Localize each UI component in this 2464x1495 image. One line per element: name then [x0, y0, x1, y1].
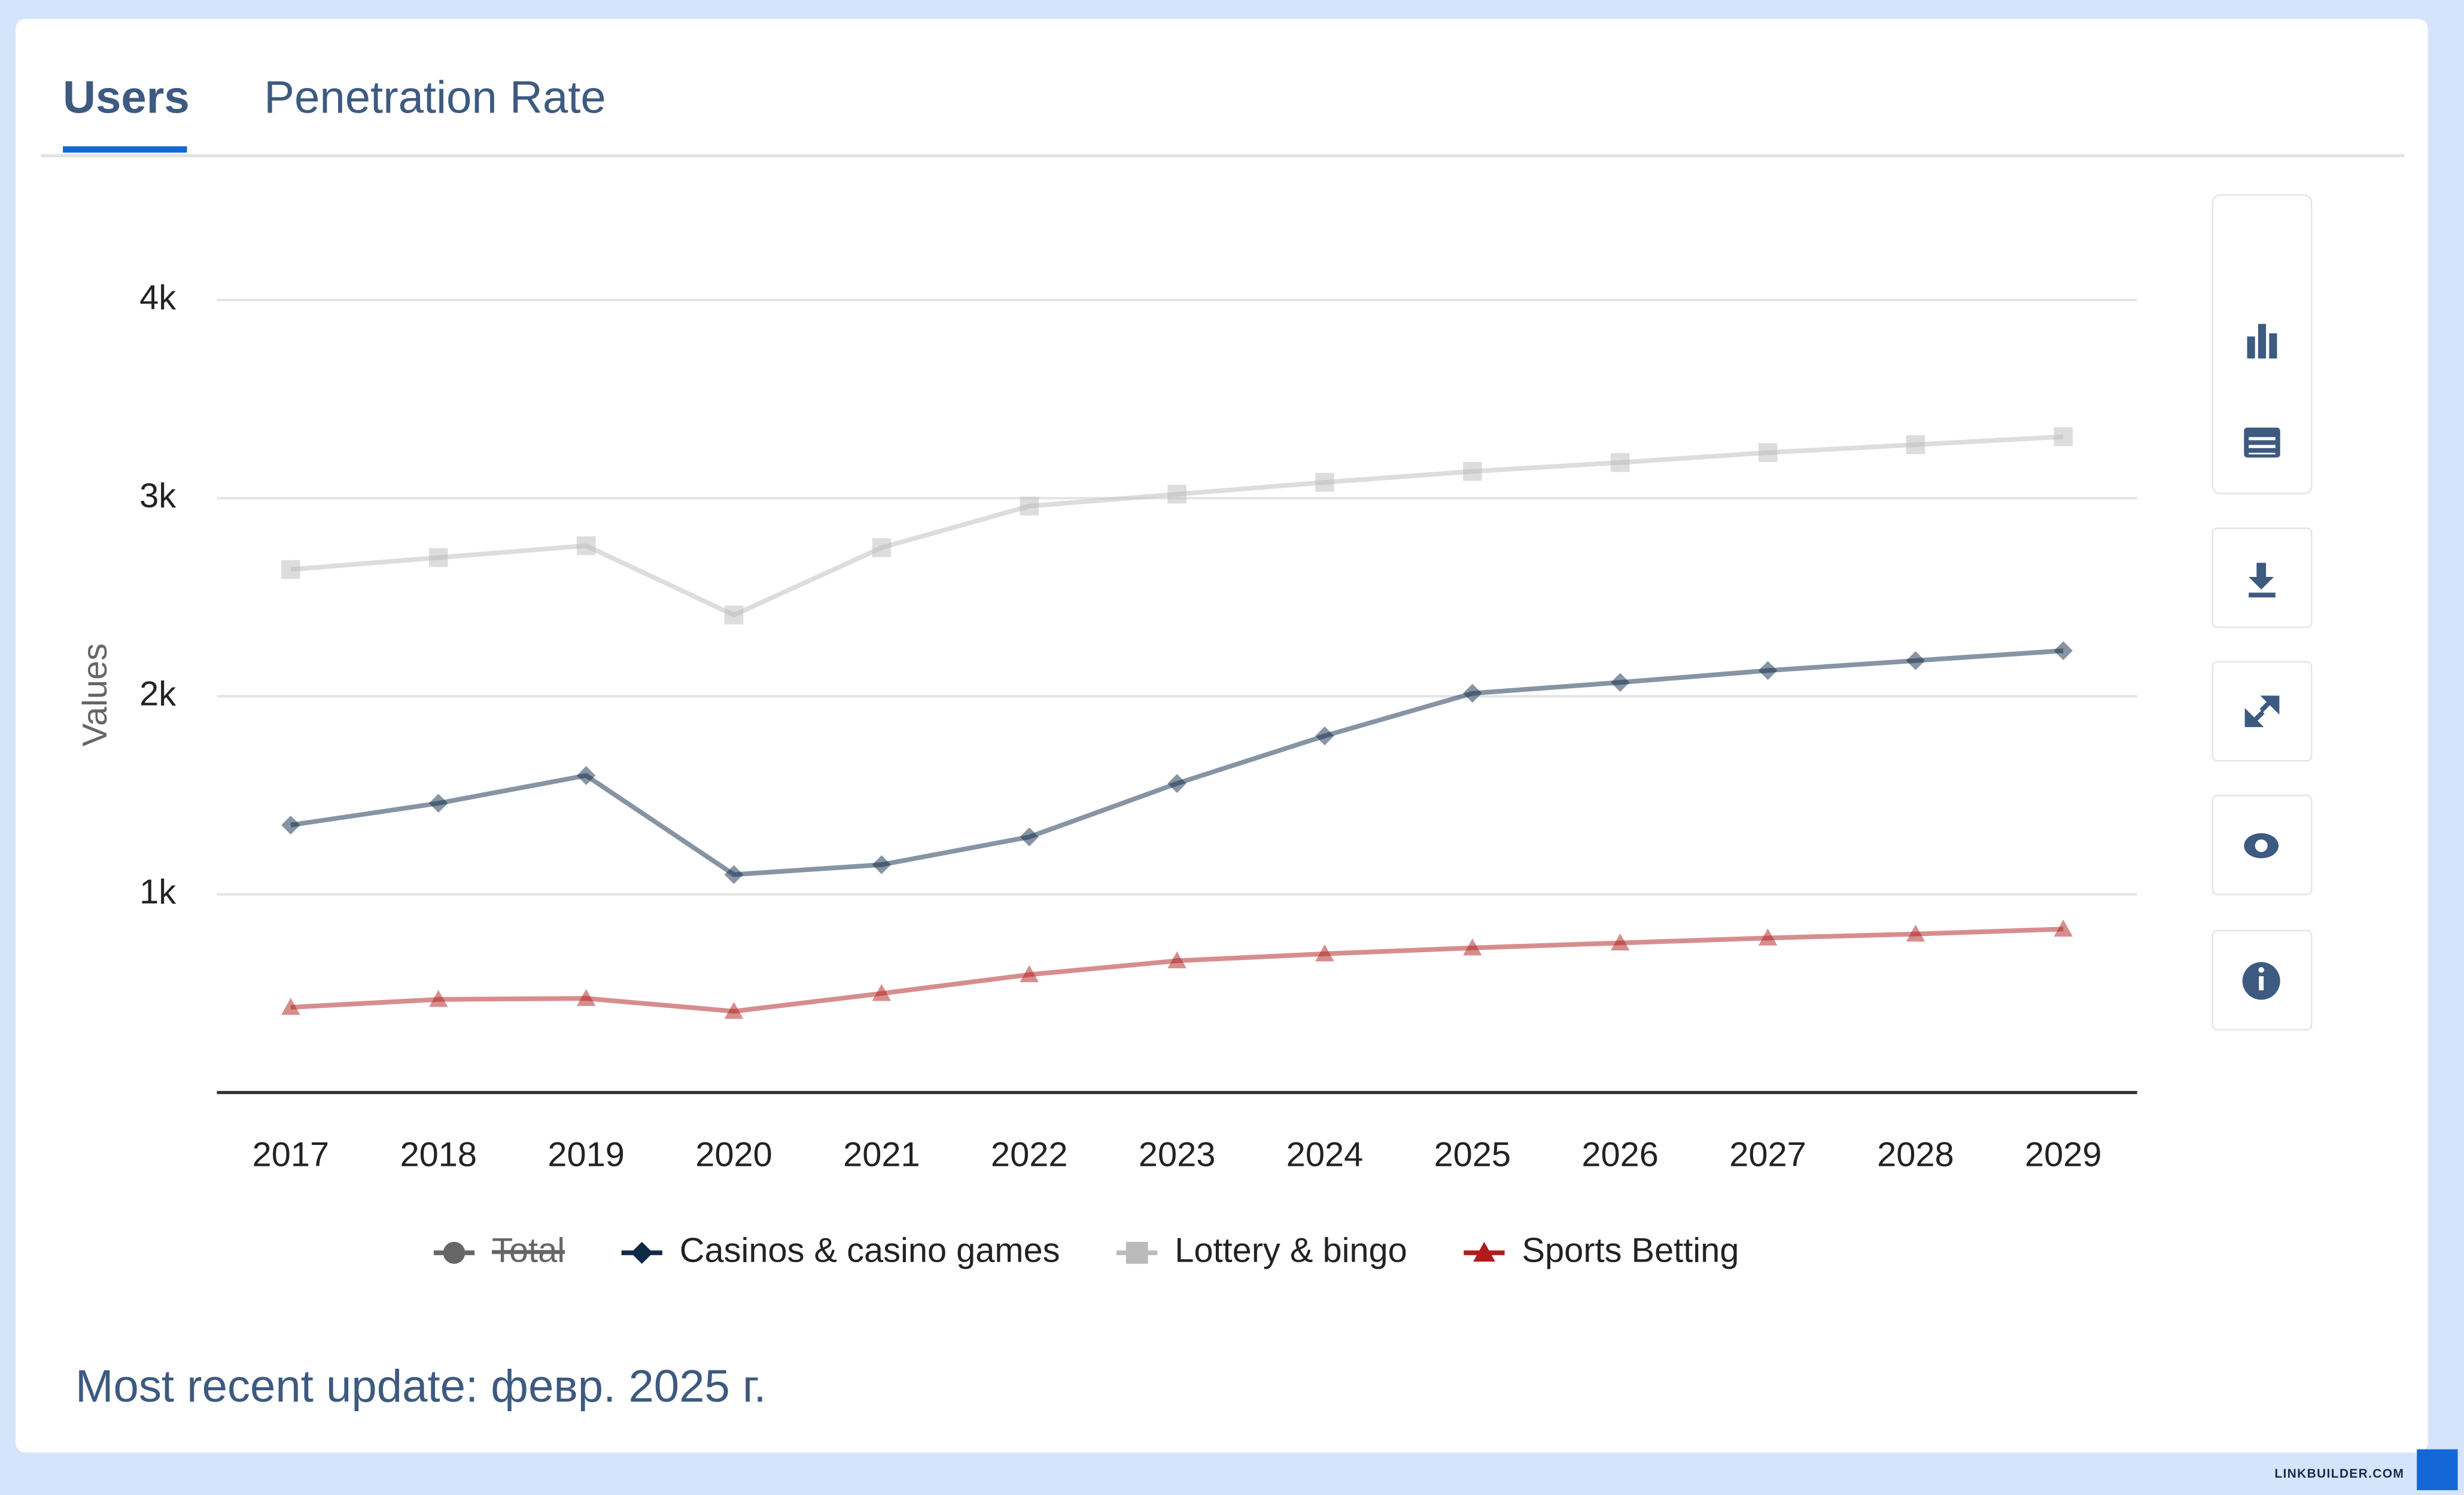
y-tick-label: 2k	[139, 675, 176, 713]
marker	[428, 990, 448, 1007]
marker	[281, 998, 300, 1015]
marker	[281, 560, 300, 579]
marker	[1020, 496, 1039, 516]
marker	[1020, 965, 1039, 983]
watermark: LINKBUILDER.COM	[2274, 1467, 2404, 1481]
legend-label[interactable]: Total	[492, 1232, 565, 1270]
marker	[1463, 683, 1482, 703]
toolbar	[2211, 194, 2313, 1031]
y-tick-label: 4k	[139, 279, 176, 317]
y-axis-label: Values	[76, 643, 114, 746]
x-tick-label: 2017	[253, 1135, 330, 1174]
marker	[1758, 661, 1778, 680]
marker	[872, 538, 892, 557]
marker	[1758, 928, 1778, 946]
marker	[1610, 933, 1630, 951]
legend-label[interactable]: Sports Betting	[1522, 1232, 1739, 1270]
marker	[1906, 651, 1925, 670]
x-tick-label: 2018	[400, 1135, 477, 1174]
legend-label[interactable]: Casinos & casino games	[680, 1232, 1060, 1270]
marker	[1758, 443, 1778, 462]
tab-active[interactable]: Users	[63, 72, 190, 123]
marker	[872, 984, 892, 1001]
x-tick-label: 2019	[547, 1135, 625, 1174]
download-icon	[2249, 563, 2276, 598]
x-tick-label: 2027	[1729, 1135, 1806, 1174]
marker	[428, 548, 448, 567]
marker	[1463, 461, 1482, 481]
x-tick-label: 2021	[843, 1135, 920, 1174]
x-tick-label: 2020	[695, 1135, 772, 1174]
marker	[2054, 919, 2073, 937]
x-tick-label: 2026	[1581, 1135, 1659, 1174]
marker	[1315, 473, 1334, 492]
marker	[724, 1001, 744, 1019]
update-note: Most recent update: февр. 2025 г.	[75, 1361, 766, 1412]
marker	[1125, 1241, 1148, 1264]
eye-pupil	[2255, 839, 2268, 852]
x-tick-label: 2028	[1877, 1135, 1954, 1174]
marker	[2054, 427, 2073, 446]
marker	[2054, 641, 2073, 661]
expand-icon	[2244, 695, 2280, 727]
marker	[443, 1241, 466, 1264]
legend-label[interactable]: Lottery & bingo	[1175, 1232, 1407, 1270]
marker	[724, 865, 744, 885]
marker	[1610, 673, 1630, 692]
marker	[1167, 484, 1187, 504]
marker	[1610, 453, 1630, 472]
marker	[1315, 944, 1334, 962]
chart-button[interactable]	[2247, 324, 2277, 358]
y-tick-label: 1k	[139, 873, 176, 911]
marker	[1906, 435, 1925, 454]
x-tick-label: 2025	[1434, 1135, 1511, 1174]
y-tick-label: 3k	[139, 477, 176, 515]
table-button[interactable]	[2244, 427, 2280, 458]
marker	[576, 536, 596, 555]
x-tick-label: 2022	[991, 1135, 1068, 1174]
x-tick-label: 2023	[1139, 1135, 1216, 1174]
marker	[1167, 951, 1187, 968]
watermark-logo	[2417, 1449, 2458, 1490]
marker	[576, 989, 596, 1006]
marker	[1463, 938, 1482, 956]
marker	[1906, 924, 1925, 942]
marker	[428, 794, 448, 813]
marker	[1473, 1241, 1495, 1262]
tab-underline	[63, 146, 187, 153]
x-tick-label: 2024	[1286, 1135, 1364, 1174]
marker	[1315, 726, 1334, 746]
x-tick-label: 2029	[2025, 1135, 2102, 1174]
marker	[724, 605, 744, 625]
tab[interactable]: Penetration Rate	[264, 72, 606, 123]
